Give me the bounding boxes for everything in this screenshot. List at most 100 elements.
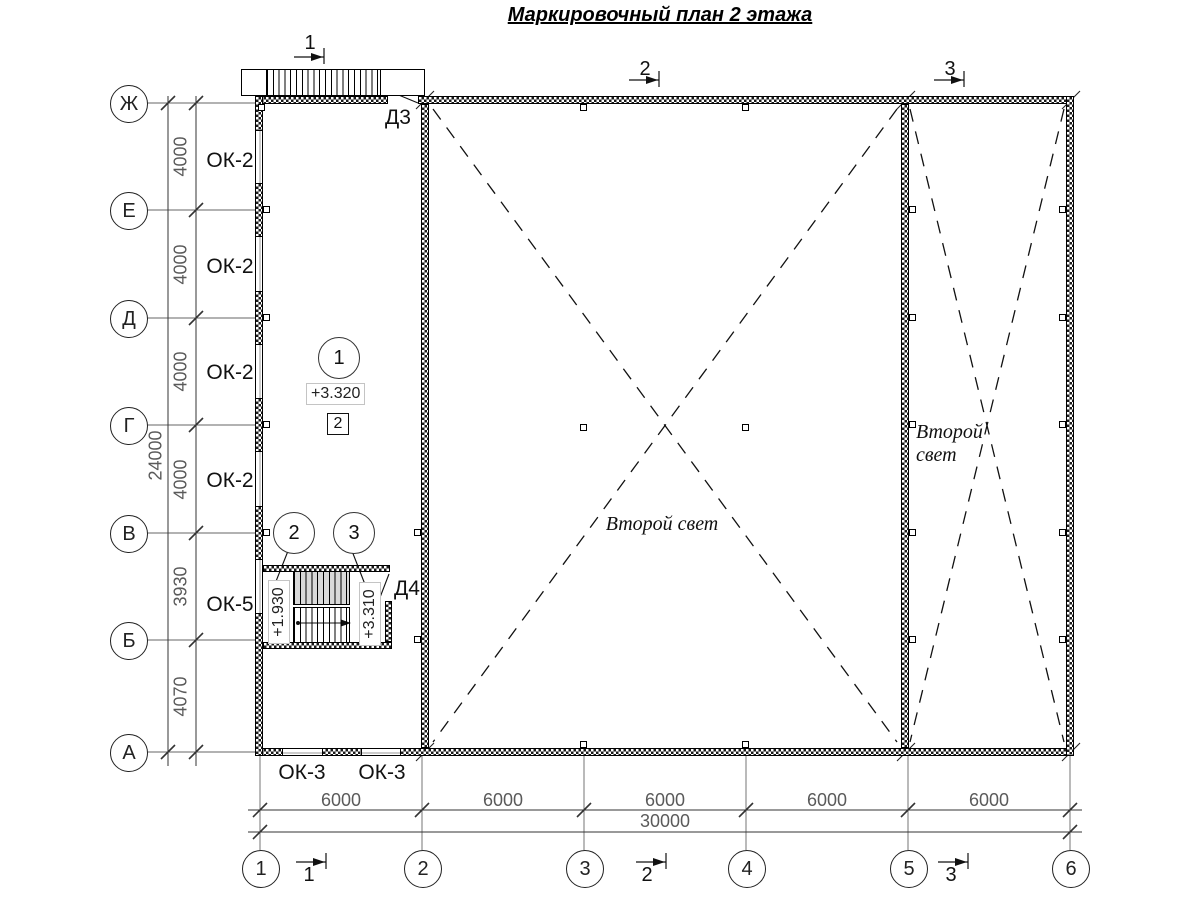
axis-row-b: Б (110, 622, 148, 660)
section-top-1: 1 (304, 32, 316, 54)
wall-top-left (255, 96, 388, 104)
dimension-ticks (160, 95, 1078, 840)
elevation-room: +3.320 (306, 383, 366, 405)
stair-wall-top (263, 565, 390, 572)
axis-row-a: А (110, 734, 148, 772)
elevation-stair-upper: +3.310 (359, 582, 381, 646)
window-ok2-1 (255, 131, 263, 183)
column-marker (909, 529, 916, 536)
dim-bottom-1: 6000 (320, 790, 362, 810)
column-marker (1059, 529, 1066, 536)
column-marker (909, 636, 916, 643)
axis-row-e: Е (110, 192, 148, 230)
wall-left-pier (255, 506, 263, 560)
column-marker (1059, 421, 1066, 428)
axis-row-d: Д (110, 300, 148, 338)
column-marker (909, 206, 916, 213)
axis-col-3: 3 (566, 850, 604, 888)
section-bottom-1: 1 (303, 864, 315, 886)
dim-left-1: 4000 (170, 136, 191, 177)
section-marks (294, 48, 969, 869)
label-ok2-3: ОК-2 (206, 361, 254, 384)
section-arrowheads (311, 53, 967, 866)
column-marker (1059, 314, 1066, 321)
stair-landing-line (293, 604, 350, 608)
column-marker (580, 104, 587, 111)
dim-left-total: 24000 (145, 430, 166, 481)
dim-bottom-5: 6000 (968, 790, 1010, 810)
column-marker (258, 104, 265, 111)
wall-left-pier (255, 613, 263, 756)
label-ok3-1: ОК-3 (278, 761, 326, 784)
column-marker (909, 314, 916, 321)
column-marker (414, 636, 421, 643)
wall-left-pier (255, 291, 263, 345)
column-marker (1059, 206, 1066, 213)
exterior-stair-treads (266, 69, 381, 96)
label-ok5: ОК-5 (206, 593, 254, 616)
stair-upper-flight (293, 572, 350, 604)
free-column (580, 424, 587, 431)
stair-wall-bottom (263, 642, 392, 649)
dim-left-3: 4000 (170, 351, 191, 392)
dimension-lines (167, 96, 1082, 833)
window-ok3-2 (362, 748, 400, 756)
stair-wall-right (385, 601, 392, 642)
node-circle-2: 2 (273, 512, 315, 554)
section-top-2: 2 (639, 58, 651, 80)
wall-bottom-seg2 (322, 748, 362, 756)
dim-left-4: 4000 (170, 459, 191, 500)
node-circle-1: 1 (318, 337, 360, 379)
axis-row-g: Г (110, 407, 148, 445)
column-marker (263, 529, 270, 536)
column-marker (263, 206, 270, 213)
wall-axis2 (421, 104, 429, 748)
axis-col-5: 5 (890, 850, 928, 888)
dim-left-5: 3930 (170, 566, 191, 607)
column-marker (580, 741, 587, 748)
section-top-3: 3 (944, 58, 956, 80)
dim-bottom-2: 6000 (482, 790, 524, 810)
wall-right (1066, 96, 1074, 756)
dim-bottom-4: 6000 (806, 790, 848, 810)
detail-box-2: 2 (327, 413, 349, 435)
page-title: Маркировочный план 2 этажа (507, 4, 813, 26)
axis-col-2: 2 (404, 850, 442, 888)
second-light-main: Второй свет (605, 513, 719, 535)
axis-row-zh: Ж (110, 85, 148, 123)
axis-extension-lines (146, 102, 1071, 850)
column-marker (414, 529, 421, 536)
wall-left-pier (255, 96, 263, 131)
wall-axis5 (901, 104, 909, 748)
section-bottom-3: 3 (945, 864, 957, 886)
column-marker (909, 421, 916, 428)
axis-row-v: В (110, 515, 148, 553)
dim-left-6: 4070 (170, 676, 191, 717)
elevation-stair-mid: +1.930 (268, 580, 290, 644)
section-bottom-2: 2 (641, 864, 653, 886)
second-light-right-2: свет (916, 444, 957, 466)
wall-left-pier (255, 398, 263, 452)
free-column (742, 424, 749, 431)
label-ok2-1: ОК-2 (206, 149, 254, 172)
column-marker (742, 741, 749, 748)
axis-col-6: 6 (1052, 850, 1090, 888)
label-ok2-2: ОК-2 (206, 255, 254, 278)
label-door-d3: Д3 (385, 106, 411, 129)
column-marker (263, 314, 270, 321)
axis-col-1: 1 (242, 850, 280, 888)
window-ok2-2 (255, 237, 263, 291)
wall-left-pier (255, 183, 263, 237)
dim-bottom-3: 6000 (644, 790, 686, 810)
window-ok2-4 (255, 452, 263, 506)
node-circle-3: 3 (333, 512, 375, 554)
label-ok2-4: ОК-2 (206, 469, 254, 492)
dim-bottom-total: 30000 (639, 811, 691, 831)
dim-left-2: 4000 (170, 244, 191, 285)
second-light-right-1: Второй (916, 421, 983, 443)
axis-col-4: 4 (728, 850, 766, 888)
column-marker (742, 104, 749, 111)
window-ok3-1 (283, 748, 322, 756)
column-marker (263, 421, 270, 428)
